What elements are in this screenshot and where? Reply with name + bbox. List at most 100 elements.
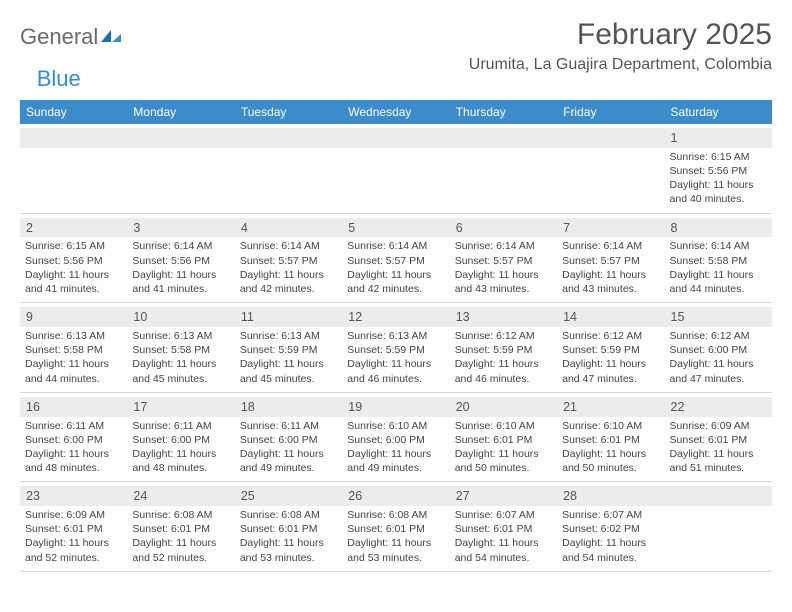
day-cell xyxy=(235,124,342,213)
sunrise-text: Sunrise: 6:09 AM xyxy=(25,508,122,522)
day-body: Sunrise: 6:07 AMSunset: 6:02 PMDaylight:… xyxy=(562,506,659,565)
day-number: 13 xyxy=(450,307,557,327)
sunrise-text: Sunrise: 6:08 AM xyxy=(132,508,229,522)
day-body: Sunrise: 6:13 AMSunset: 5:58 PMDaylight:… xyxy=(132,327,229,386)
day-cell: 17Sunrise: 6:11 AMSunset: 6:00 PMDayligh… xyxy=(127,393,234,482)
daylight-text: Daylight: 11 hours and 44 minutes. xyxy=(25,357,122,385)
sunset-text: Sunset: 6:01 PM xyxy=(455,522,552,536)
sunrise-text: Sunrise: 6:08 AM xyxy=(240,508,337,522)
day-number: 9 xyxy=(20,307,127,327)
day-number xyxy=(235,128,342,148)
day-cell xyxy=(20,124,127,213)
day-cell: 19Sunrise: 6:10 AMSunset: 6:00 PMDayligh… xyxy=(342,393,449,482)
sunrise-text: Sunrise: 6:12 AM xyxy=(670,329,767,343)
day-number: 5 xyxy=(342,218,449,238)
day-header-sunday: Sunday xyxy=(20,100,127,124)
day-cell: 26Sunrise: 6:08 AMSunset: 6:01 PMDayligh… xyxy=(342,482,449,571)
week-row: 16Sunrise: 6:11 AMSunset: 6:00 PMDayligh… xyxy=(20,393,772,483)
sunset-text: Sunset: 5:58 PM xyxy=(132,343,229,357)
day-body: Sunrise: 6:09 AMSunset: 6:01 PMDaylight:… xyxy=(25,506,122,565)
logo-text-2: Blue xyxy=(37,66,81,92)
day-number xyxy=(20,128,127,148)
daylight-text: Daylight: 11 hours and 46 minutes. xyxy=(455,357,552,385)
sunrise-text: Sunrise: 6:09 AM xyxy=(670,419,767,433)
logo: General xyxy=(20,18,124,50)
day-cell: 9Sunrise: 6:13 AMSunset: 5:58 PMDaylight… xyxy=(20,303,127,392)
sunrise-text: Sunrise: 6:11 AM xyxy=(240,419,337,433)
day-cell xyxy=(127,124,234,213)
daylight-text: Daylight: 11 hours and 53 minutes. xyxy=(240,536,337,564)
day-number: 7 xyxy=(557,218,664,238)
day-body: Sunrise: 6:08 AMSunset: 6:01 PMDaylight:… xyxy=(347,506,444,565)
sunset-text: Sunset: 6:00 PM xyxy=(132,433,229,447)
week-row: 9Sunrise: 6:13 AMSunset: 5:58 PMDaylight… xyxy=(20,303,772,393)
sunset-text: Sunset: 5:58 PM xyxy=(670,254,767,268)
sunset-text: Sunset: 6:01 PM xyxy=(670,433,767,447)
sunset-text: Sunset: 6:01 PM xyxy=(562,433,659,447)
day-number: 4 xyxy=(235,218,342,238)
day-cell xyxy=(450,124,557,213)
day-number xyxy=(450,128,557,148)
sunset-text: Sunset: 5:59 PM xyxy=(347,343,444,357)
day-cell xyxy=(665,482,772,571)
day-body: Sunrise: 6:14 AMSunset: 5:57 PMDaylight:… xyxy=(347,237,444,296)
sunset-text: Sunset: 6:02 PM xyxy=(562,522,659,536)
sunset-text: Sunset: 6:00 PM xyxy=(240,433,337,447)
day-cell: 15Sunrise: 6:12 AMSunset: 6:00 PMDayligh… xyxy=(665,303,772,392)
title-block: February 2025 Urumita, La Guajira Depart… xyxy=(469,18,772,74)
sunrise-text: Sunrise: 6:14 AM xyxy=(562,239,659,253)
sunrise-text: Sunrise: 6:11 AM xyxy=(25,419,122,433)
sunrise-text: Sunrise: 6:13 AM xyxy=(240,329,337,343)
sunset-text: Sunset: 5:56 PM xyxy=(670,164,767,178)
day-number: 3 xyxy=(127,218,234,238)
day-number: 28 xyxy=(557,486,664,506)
daylight-text: Daylight: 11 hours and 52 minutes. xyxy=(25,536,122,564)
sunrise-text: Sunrise: 6:07 AM xyxy=(562,508,659,522)
day-cell: 2Sunrise: 6:15 AMSunset: 5:56 PMDaylight… xyxy=(20,214,127,303)
day-body: Sunrise: 6:13 AMSunset: 5:59 PMDaylight:… xyxy=(347,327,444,386)
day-cell: 20Sunrise: 6:10 AMSunset: 6:01 PMDayligh… xyxy=(450,393,557,482)
day-header-tuesday: Tuesday xyxy=(235,100,342,124)
day-cell: 5Sunrise: 6:14 AMSunset: 5:57 PMDaylight… xyxy=(342,214,449,303)
day-body: Sunrise: 6:11 AMSunset: 6:00 PMDaylight:… xyxy=(240,417,337,476)
daylight-text: Daylight: 11 hours and 48 minutes. xyxy=(132,447,229,475)
sunrise-text: Sunrise: 6:14 AM xyxy=(455,239,552,253)
day-body: Sunrise: 6:14 AMSunset: 5:56 PMDaylight:… xyxy=(132,237,229,296)
daylight-text: Daylight: 11 hours and 54 minutes. xyxy=(562,536,659,564)
day-cell: 16Sunrise: 6:11 AMSunset: 6:00 PMDayligh… xyxy=(20,393,127,482)
day-number: 15 xyxy=(665,307,772,327)
day-body: Sunrise: 6:15 AMSunset: 5:56 PMDaylight:… xyxy=(25,237,122,296)
daylight-text: Daylight: 11 hours and 42 minutes. xyxy=(347,268,444,296)
sunrise-text: Sunrise: 6:15 AM xyxy=(25,239,122,253)
day-cell: 4Sunrise: 6:14 AMSunset: 5:57 PMDaylight… xyxy=(235,214,342,303)
day-body: Sunrise: 6:10 AMSunset: 6:01 PMDaylight:… xyxy=(455,417,552,476)
day-number: 22 xyxy=(665,397,772,417)
sunset-text: Sunset: 5:57 PM xyxy=(455,254,552,268)
sunrise-text: Sunrise: 6:14 AM xyxy=(670,239,767,253)
daylight-text: Daylight: 11 hours and 45 minutes. xyxy=(132,357,229,385)
day-cell: 6Sunrise: 6:14 AMSunset: 5:57 PMDaylight… xyxy=(450,214,557,303)
sunrise-text: Sunrise: 6:10 AM xyxy=(455,419,552,433)
day-cell xyxy=(557,124,664,213)
day-body: Sunrise: 6:12 AMSunset: 5:59 PMDaylight:… xyxy=(455,327,552,386)
day-body: Sunrise: 6:10 AMSunset: 6:01 PMDaylight:… xyxy=(562,417,659,476)
day-number: 18 xyxy=(235,397,342,417)
day-cell: 10Sunrise: 6:13 AMSunset: 5:58 PMDayligh… xyxy=(127,303,234,392)
daylight-text: Daylight: 11 hours and 43 minutes. xyxy=(562,268,659,296)
day-body: Sunrise: 6:14 AMSunset: 5:58 PMDaylight:… xyxy=(670,237,767,296)
sunset-text: Sunset: 6:01 PM xyxy=(25,522,122,536)
day-number: 21 xyxy=(557,397,664,417)
day-body: Sunrise: 6:08 AMSunset: 6:01 PMDaylight:… xyxy=(132,506,229,565)
daylight-text: Daylight: 11 hours and 40 minutes. xyxy=(670,178,767,206)
sunrise-text: Sunrise: 6:13 AM xyxy=(25,329,122,343)
daylight-text: Daylight: 11 hours and 45 minutes. xyxy=(240,357,337,385)
day-number: 16 xyxy=(20,397,127,417)
day-body: Sunrise: 6:11 AMSunset: 6:00 PMDaylight:… xyxy=(132,417,229,476)
sunrise-text: Sunrise: 6:07 AM xyxy=(455,508,552,522)
daylight-text: Daylight: 11 hours and 43 minutes. xyxy=(455,268,552,296)
sunset-text: Sunset: 5:56 PM xyxy=(132,254,229,268)
daylight-text: Daylight: 11 hours and 41 minutes. xyxy=(25,268,122,296)
sunset-text: Sunset: 5:56 PM xyxy=(25,254,122,268)
sunset-text: Sunset: 5:57 PM xyxy=(347,254,444,268)
logo-text-1: General xyxy=(20,24,98,50)
